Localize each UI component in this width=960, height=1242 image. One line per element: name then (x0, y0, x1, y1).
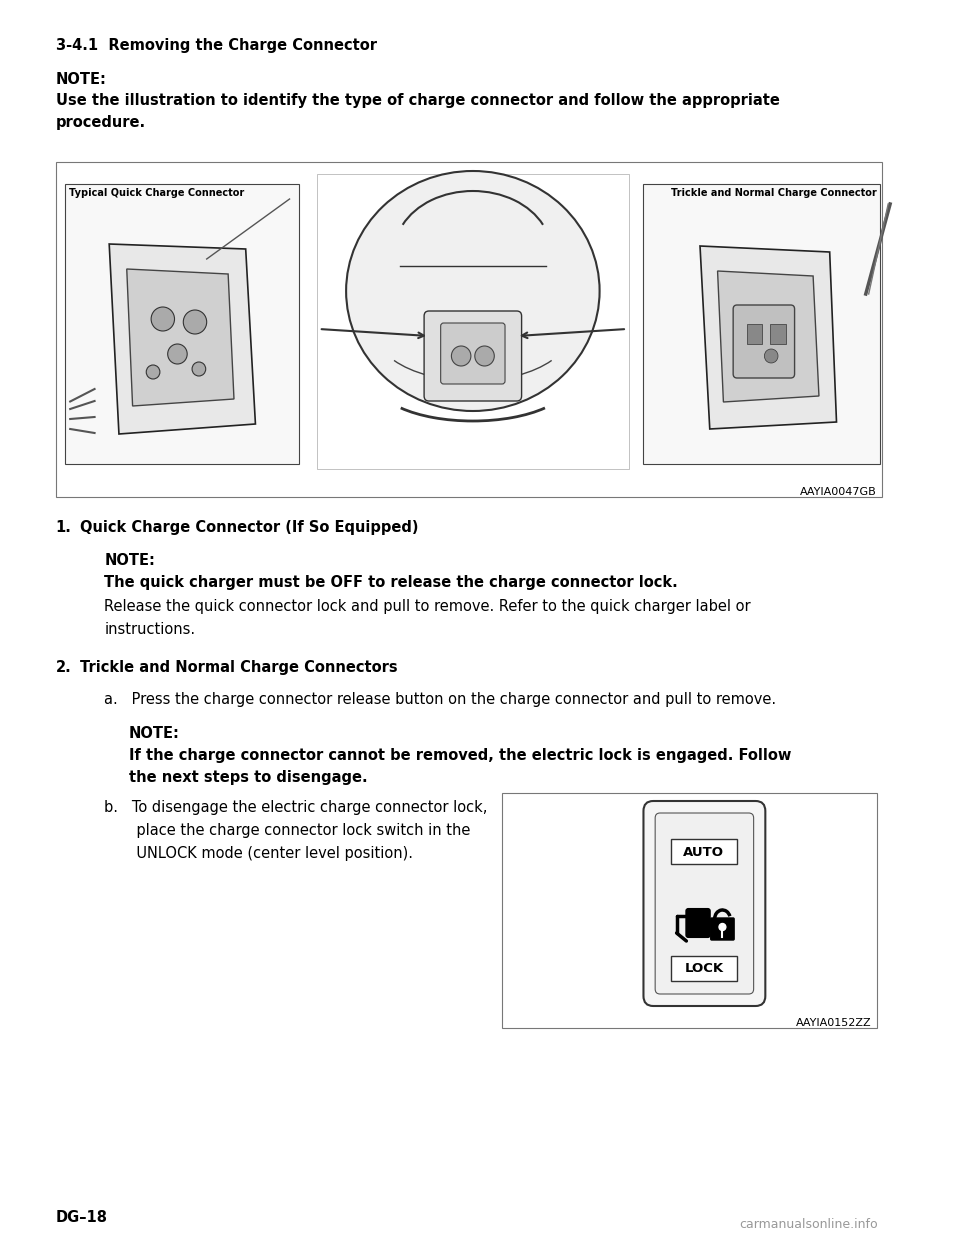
Text: Use the illustration to identify the type of charge connector and follow the app: Use the illustration to identify the typ… (56, 93, 780, 129)
Text: AAYIA0152ZZ: AAYIA0152ZZ (796, 1018, 872, 1028)
Text: Typical Quick Charge Connector: Typical Quick Charge Connector (69, 188, 245, 197)
Bar (56, 161, 882, 497)
Text: AUTO: AUTO (684, 846, 725, 858)
Circle shape (151, 307, 175, 332)
Bar (502, 792, 877, 1028)
Circle shape (146, 365, 160, 379)
Circle shape (764, 349, 778, 363)
Text: b.   To disengage the electric charge connector lock,
       place the charge co: b. To disengage the electric charge conn… (105, 800, 488, 861)
Text: NOTE:: NOTE: (129, 727, 180, 741)
Text: Quick Charge Connector (If So Equipped): Quick Charge Connector (If So Equipped) (80, 520, 419, 535)
Circle shape (719, 924, 726, 930)
Circle shape (192, 361, 205, 376)
Ellipse shape (347, 171, 600, 411)
FancyBboxPatch shape (655, 814, 754, 994)
FancyBboxPatch shape (733, 306, 795, 378)
FancyBboxPatch shape (643, 801, 765, 1006)
Bar (643, 184, 880, 465)
Text: Trickle and Normal Charge Connector: Trickle and Normal Charge Connector (671, 188, 876, 197)
Polygon shape (700, 246, 836, 428)
Text: 1.: 1. (56, 520, 71, 535)
Text: If the charge connector cannot be removed, the electric lock is engaged. Follow
: If the charge connector cannot be remove… (129, 748, 791, 785)
Circle shape (451, 347, 471, 366)
FancyBboxPatch shape (686, 909, 709, 936)
Polygon shape (717, 271, 819, 402)
FancyBboxPatch shape (424, 310, 521, 401)
Polygon shape (109, 243, 255, 433)
Circle shape (183, 310, 206, 334)
Text: DG–18: DG–18 (56, 1210, 108, 1225)
FancyBboxPatch shape (710, 918, 734, 940)
Text: carmanualsonline.info: carmanualsonline.info (739, 1218, 877, 1231)
Circle shape (168, 344, 187, 364)
Bar (770, 324, 786, 344)
Text: LOCK: LOCK (684, 963, 724, 975)
Text: Release the quick connector lock and pull to remove. Refer to the quick charger : Release the quick connector lock and pul… (105, 599, 751, 637)
Circle shape (475, 347, 494, 366)
Text: Trickle and Normal Charge Connectors: Trickle and Normal Charge Connectors (80, 660, 397, 674)
FancyBboxPatch shape (441, 323, 505, 384)
Text: 2.: 2. (56, 660, 71, 674)
Text: a.   Press the charge connector release button on the charge connector and pull : a. Press the charge connector release bu… (105, 692, 777, 707)
Text: The quick charger must be OFF to release the charge connector lock.: The quick charger must be OFF to release… (105, 575, 678, 590)
Bar (671, 956, 737, 981)
Bar (317, 174, 629, 469)
Text: NOTE:: NOTE: (105, 553, 156, 568)
Polygon shape (127, 270, 234, 406)
Text: AAYIA0047GB: AAYIA0047GB (800, 487, 876, 497)
Text: NOTE:: NOTE: (56, 72, 107, 87)
Bar (65, 184, 300, 465)
Bar (747, 324, 762, 344)
Text: 3-4.1  Removing the Charge Connector: 3-4.1 Removing the Charge Connector (56, 39, 376, 53)
Bar (671, 840, 737, 864)
